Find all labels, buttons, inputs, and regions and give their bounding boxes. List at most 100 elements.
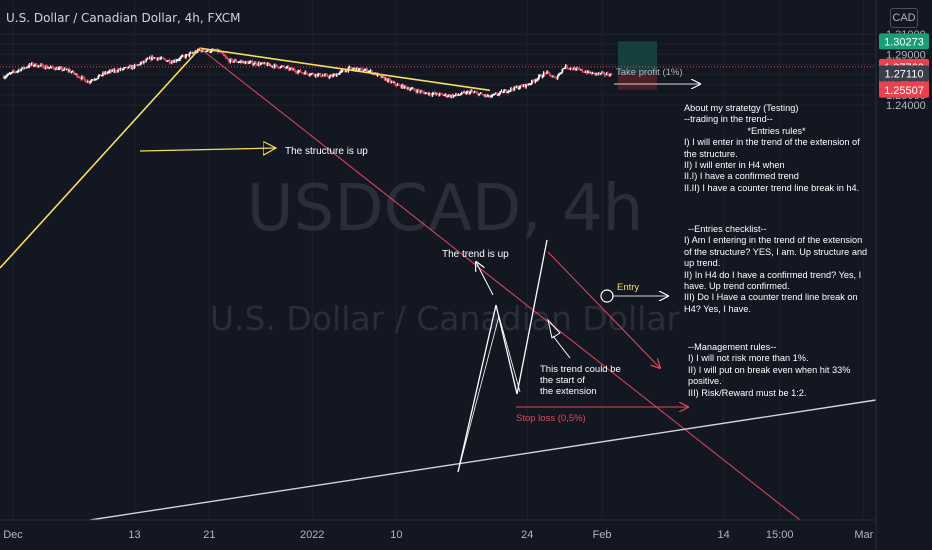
candle-body xyxy=(71,71,74,73)
candle-body xyxy=(234,60,236,62)
candle-body xyxy=(359,68,362,70)
candle-body xyxy=(414,89,416,91)
candle-body xyxy=(192,52,194,54)
candle-body xyxy=(532,80,534,82)
candle-body xyxy=(164,58,166,60)
candle-body xyxy=(34,63,37,66)
candle-body xyxy=(37,65,40,67)
candle-body xyxy=(504,89,506,91)
strategy-line: II.I) I have a confirmed trend xyxy=(684,171,799,182)
candle-body xyxy=(112,69,115,72)
candle-body xyxy=(606,73,609,76)
candle-body xyxy=(223,54,226,57)
candle-body xyxy=(301,72,304,74)
candle-body xyxy=(480,93,483,95)
candle-body xyxy=(436,92,439,95)
candle-body xyxy=(93,79,96,81)
candle-body xyxy=(251,61,254,65)
candle-body xyxy=(41,64,44,66)
candle-body xyxy=(117,69,120,72)
candle-body xyxy=(602,72,605,74)
candle-body xyxy=(13,71,16,73)
candle-body xyxy=(369,70,372,72)
candle-body xyxy=(553,76,556,78)
candle-body xyxy=(188,53,191,56)
candle-body xyxy=(506,92,509,94)
candle-body xyxy=(382,76,385,78)
candle-body xyxy=(250,61,253,63)
candle-body xyxy=(242,61,245,63)
candle-body xyxy=(345,69,347,73)
time-tick: 13 xyxy=(128,529,140,541)
candle-body xyxy=(178,59,180,61)
candle-body xyxy=(311,73,314,75)
candle-body xyxy=(422,91,425,93)
candle-body xyxy=(575,68,578,71)
candle-body xyxy=(400,84,402,88)
candle-body xyxy=(507,90,510,93)
candle-body xyxy=(68,70,70,72)
candle-body xyxy=(476,92,478,94)
candle-body xyxy=(442,94,444,96)
candle-body xyxy=(387,79,390,82)
candle-body xyxy=(256,64,259,66)
candle-body xyxy=(368,71,371,73)
extension-label: the extension xyxy=(540,386,597,397)
candle-body xyxy=(132,65,135,69)
candle-body xyxy=(515,86,518,88)
structure-label: The structure is up xyxy=(285,146,368,157)
candle-body xyxy=(581,69,584,72)
strategy-heading: *Entries rules* xyxy=(747,125,806,136)
candle-body xyxy=(245,61,248,63)
candle-body xyxy=(63,68,66,70)
candle-body xyxy=(161,57,164,59)
candle-body xyxy=(110,70,113,72)
entry-label: Entry xyxy=(617,282,639,293)
currency-badge[interactable]: CAD xyxy=(890,8,918,28)
candle-body xyxy=(45,65,48,68)
candle-body xyxy=(263,62,266,64)
candle-body xyxy=(513,86,516,91)
candle-body xyxy=(159,58,162,60)
candle-body xyxy=(137,64,139,66)
candle-body xyxy=(33,65,35,67)
candle-body xyxy=(202,49,205,51)
candle-body xyxy=(589,72,592,74)
candle-body xyxy=(521,85,524,87)
candle-body xyxy=(303,73,305,75)
candle-body xyxy=(319,73,322,77)
extension-marker xyxy=(547,318,561,339)
price-tag-text: 1.30273 xyxy=(884,36,924,48)
candle-body xyxy=(264,62,267,64)
candle-body xyxy=(296,72,298,74)
checklist-title: --Entries checklist-- xyxy=(688,224,767,234)
candle-body xyxy=(6,74,9,77)
candle-body xyxy=(185,54,187,58)
candle-body xyxy=(106,72,109,74)
candle-body xyxy=(259,63,262,66)
candle-body xyxy=(150,57,152,60)
candle-body xyxy=(327,76,330,78)
candle-body xyxy=(460,92,463,95)
candle-body xyxy=(554,76,557,78)
candle-body xyxy=(588,70,591,73)
candle-body xyxy=(15,71,18,73)
candle-body xyxy=(459,94,462,96)
candle-body xyxy=(30,62,33,65)
time-tick: Dec xyxy=(3,529,23,541)
candle-body xyxy=(224,56,227,58)
candle-body xyxy=(411,88,414,90)
candle-body xyxy=(339,71,342,73)
candle-body xyxy=(555,77,558,79)
candle-body xyxy=(103,72,106,74)
candle-body xyxy=(331,75,333,77)
candle-body xyxy=(114,69,117,72)
candle-body xyxy=(574,67,577,71)
candle-body xyxy=(585,71,588,74)
candle-body xyxy=(534,80,537,82)
time-tick: Feb xyxy=(593,529,612,541)
candle-body xyxy=(531,80,533,84)
candle-body xyxy=(608,75,610,77)
management-line: I) I will not risk more than 1%. xyxy=(688,353,809,364)
